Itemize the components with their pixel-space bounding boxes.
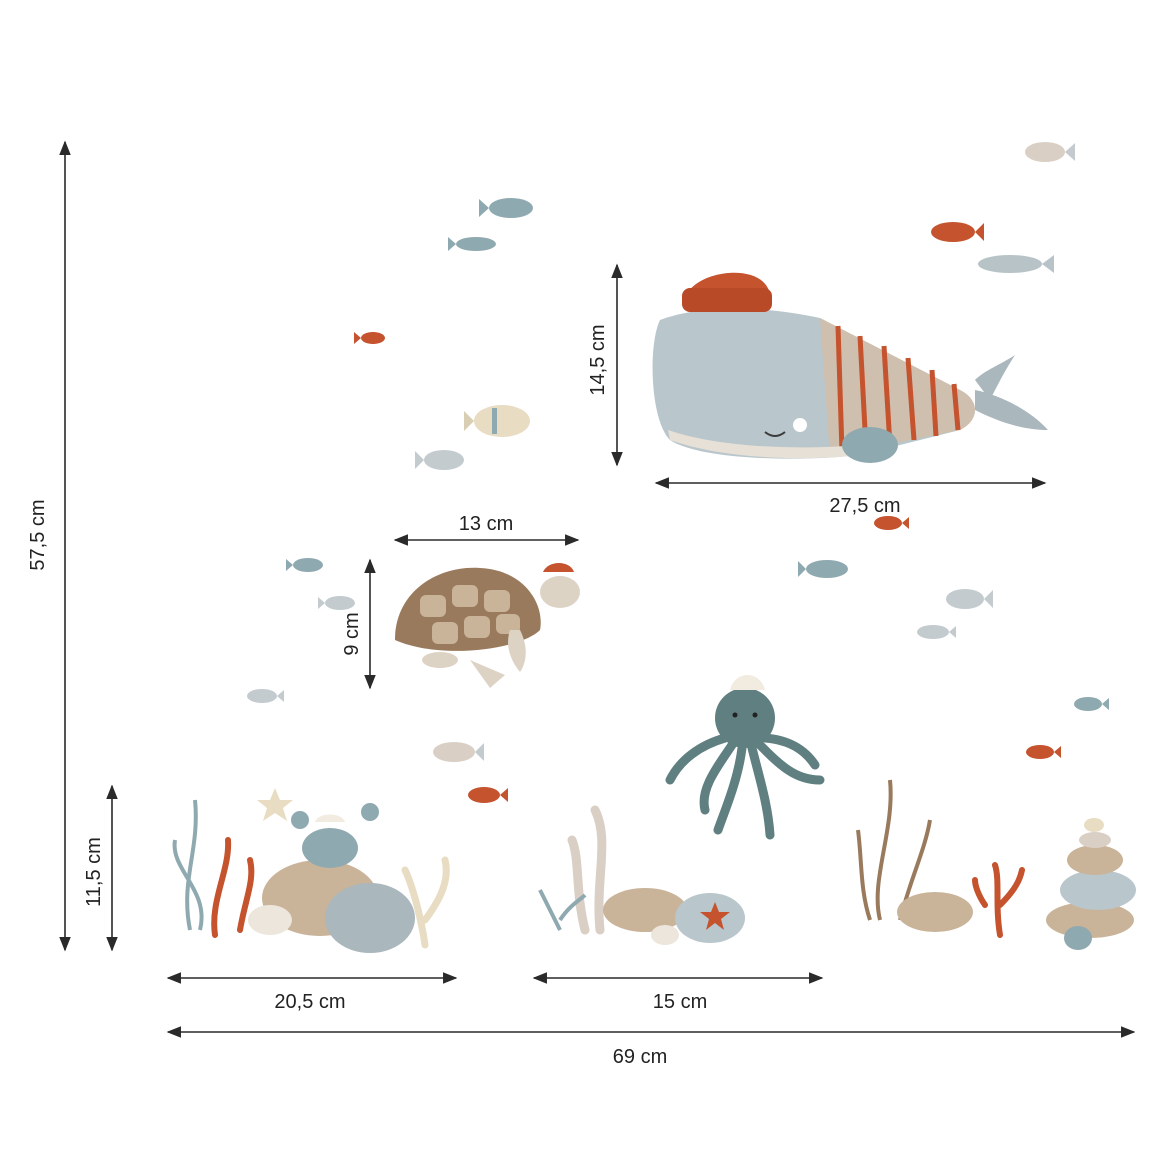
fish-icon	[1025, 142, 1075, 162]
dimension-turtle-height: 9 cm	[341, 558, 376, 690]
coral-icon	[211, 837, 255, 938]
fish-icon	[415, 450, 464, 470]
fish-icon	[286, 558, 323, 572]
seaweed-icon	[172, 799, 204, 931]
dimension-label: 9 cm	[341, 612, 363, 655]
dimension-label: 27,5 cm	[829, 495, 900, 517]
dimension-label: 57,5 cm	[27, 499, 49, 570]
octopus-icon	[665, 675, 825, 840]
whale-icon	[652, 272, 1048, 463]
dimension-label: 14,5 cm	[587, 324, 609, 395]
fish-icon	[978, 255, 1054, 273]
crab-icon	[291, 803, 379, 868]
fish-icon	[917, 625, 956, 639]
fish-icon	[468, 787, 508, 803]
fish-icon	[931, 222, 984, 242]
dimension-whale-height: 14,5 cm	[587, 263, 623, 467]
fish-icon	[479, 198, 533, 218]
seabed-group-right	[856, 779, 1136, 950]
fish-icon	[464, 405, 530, 437]
dimension-total-width: 69 cm	[166, 1026, 1136, 1068]
seaweed-icon	[567, 805, 607, 935]
fish-icon	[247, 689, 284, 703]
dimension-left-group-height: 11,5 cm	[83, 784, 118, 952]
stone-stack-icon	[1046, 818, 1136, 938]
dimension-label: 11,5 cm	[83, 837, 105, 907]
dimension-left-group-width: 20,5 cm	[166, 972, 458, 1013]
dimension-middle-group-width: 15 cm	[532, 972, 824, 1013]
fish-icon	[798, 560, 848, 578]
dimension-turtle-width: 13 cm	[393, 513, 580, 546]
shell-icon	[248, 905, 292, 935]
coral-icon	[972, 862, 1025, 938]
rock-icon	[603, 888, 687, 932]
dimension-whale-width: 27,5 cm	[654, 477, 1047, 517]
rock-icon	[897, 892, 973, 932]
dimension-label: 20,5 cm	[274, 991, 345, 1013]
coral-icon	[538, 889, 587, 931]
fish-icon	[1074, 697, 1109, 711]
shell-icon	[651, 925, 679, 945]
dimension-label: 13 cm	[459, 513, 513, 535]
fish-icon	[318, 596, 355, 610]
fish-icon	[354, 332, 385, 344]
fish-school	[247, 142, 1109, 803]
dimension-label: 15 cm	[653, 991, 707, 1013]
starfish-icon	[700, 902, 730, 930]
fish-icon	[874, 516, 909, 530]
fish-icon	[433, 742, 484, 762]
fish-icon	[448, 237, 496, 251]
coral-icon	[401, 856, 450, 949]
fish-icon	[946, 589, 993, 609]
seabed-group-left	[172, 788, 450, 953]
shell-icon	[1064, 926, 1092, 950]
dimension-label: 69 cm	[613, 1046, 667, 1068]
starfish-icon	[257, 788, 293, 821]
rock-icon	[325, 883, 415, 953]
turtle-icon	[395, 563, 580, 688]
fish-icon	[1026, 745, 1061, 759]
seabed-group-middle	[538, 805, 745, 945]
dimension-total-height: 57,5 cm	[27, 140, 71, 952]
